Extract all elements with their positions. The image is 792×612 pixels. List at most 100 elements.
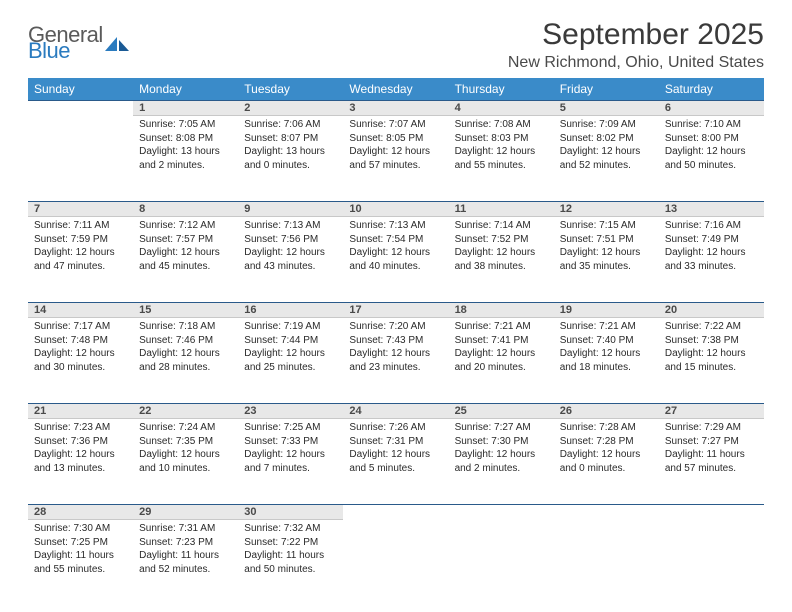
sunset-line: Sunset: 7:40 PM [560, 334, 653, 348]
day-number: 30 [238, 505, 343, 520]
weekday-header: Wednesday [343, 78, 448, 101]
day-number: 18 [449, 303, 554, 318]
day-number [343, 505, 448, 520]
daynum-row: 21222324252627 [28, 404, 764, 419]
sunrise-line: Sunrise: 7:25 AM [244, 421, 337, 435]
day-number [554, 505, 659, 520]
daylight-line: Daylight: 11 hours and 57 minutes. [665, 448, 758, 475]
sunset-line: Sunset: 8:02 PM [560, 132, 653, 146]
day-cell: Sunrise: 7:29 AMSunset: 7:27 PMDaylight:… [659, 419, 764, 505]
calendar-body: 123456Sunrise: 7:05 AMSunset: 8:08 PMDay… [28, 101, 764, 606]
daylight-line: Daylight: 13 hours and 0 minutes. [244, 145, 337, 172]
day-details: Sunrise: 7:05 AMSunset: 8:08 PMDaylight:… [133, 116, 238, 176]
sunset-line: Sunset: 8:05 PM [349, 132, 442, 146]
daylight-line: Daylight: 12 hours and 50 minutes. [665, 145, 758, 172]
daynum-row: 282930 [28, 505, 764, 520]
daylight-line: Daylight: 12 hours and 0 minutes. [560, 448, 653, 475]
day-cell: Sunrise: 7:30 AMSunset: 7:25 PMDaylight:… [28, 520, 133, 606]
day-cell: Sunrise: 7:08 AMSunset: 8:03 PMDaylight:… [449, 116, 554, 202]
sunrise-line: Sunrise: 7:22 AM [665, 320, 758, 334]
daylight-line: Daylight: 13 hours and 2 minutes. [139, 145, 232, 172]
day-number: 3 [343, 101, 448, 116]
day-number: 7 [28, 202, 133, 217]
day-details: Sunrise: 7:06 AMSunset: 8:07 PMDaylight:… [238, 116, 343, 176]
weekday-header: Thursday [449, 78, 554, 101]
sunrise-line: Sunrise: 7:14 AM [455, 219, 548, 233]
day-cell: Sunrise: 7:06 AMSunset: 8:07 PMDaylight:… [238, 116, 343, 202]
day-details: Sunrise: 7:19 AMSunset: 7:44 PMDaylight:… [238, 318, 343, 378]
daylight-line: Daylight: 12 hours and 40 minutes. [349, 246, 442, 273]
day-details: Sunrise: 7:13 AMSunset: 7:54 PMDaylight:… [343, 217, 448, 277]
weekday-header: Tuesday [238, 78, 343, 101]
day-cell [28, 116, 133, 202]
day-details: Sunrise: 7:23 AMSunset: 7:36 PMDaylight:… [28, 419, 133, 479]
day-details: Sunrise: 7:10 AMSunset: 8:00 PMDaylight:… [659, 116, 764, 176]
day-cell: Sunrise: 7:22 AMSunset: 7:38 PMDaylight:… [659, 318, 764, 404]
day-number: 27 [659, 404, 764, 419]
day-cell: Sunrise: 7:16 AMSunset: 7:49 PMDaylight:… [659, 217, 764, 303]
sunset-line: Sunset: 7:51 PM [560, 233, 653, 247]
sunrise-line: Sunrise: 7:23 AM [34, 421, 127, 435]
day-details: Sunrise: 7:18 AMSunset: 7:46 PMDaylight:… [133, 318, 238, 378]
sunrise-line: Sunrise: 7:16 AM [665, 219, 758, 233]
day-number: 21 [28, 404, 133, 419]
day-cell: Sunrise: 7:18 AMSunset: 7:46 PMDaylight:… [133, 318, 238, 404]
day-number: 23 [238, 404, 343, 419]
day-details: Sunrise: 7:12 AMSunset: 7:57 PMDaylight:… [133, 217, 238, 277]
daylight-line: Daylight: 12 hours and 55 minutes. [455, 145, 548, 172]
day-cell: Sunrise: 7:10 AMSunset: 8:00 PMDaylight:… [659, 116, 764, 202]
sunrise-line: Sunrise: 7:32 AM [244, 522, 337, 536]
day-details: Sunrise: 7:24 AMSunset: 7:35 PMDaylight:… [133, 419, 238, 479]
sunset-line: Sunset: 7:52 PM [455, 233, 548, 247]
daylight-line: Daylight: 12 hours and 43 minutes. [244, 246, 337, 273]
sunrise-line: Sunrise: 7:10 AM [665, 118, 758, 132]
day-number: 6 [659, 101, 764, 116]
day-number: 14 [28, 303, 133, 318]
day-details: Sunrise: 7:21 AMSunset: 7:41 PMDaylight:… [449, 318, 554, 378]
daylight-line: Daylight: 11 hours and 50 minutes. [244, 549, 337, 576]
sunrise-line: Sunrise: 7:05 AM [139, 118, 232, 132]
day-number [449, 505, 554, 520]
sunset-line: Sunset: 8:07 PM [244, 132, 337, 146]
daylight-line: Daylight: 12 hours and 25 minutes. [244, 347, 337, 374]
day-details: Sunrise: 7:09 AMSunset: 8:02 PMDaylight:… [554, 116, 659, 176]
weekday-header: Sunday [28, 78, 133, 101]
day-cell: Sunrise: 7:32 AMSunset: 7:22 PMDaylight:… [238, 520, 343, 606]
sunset-line: Sunset: 7:56 PM [244, 233, 337, 247]
daylight-line: Daylight: 12 hours and 52 minutes. [560, 145, 653, 172]
daylight-line: Daylight: 12 hours and 5 minutes. [349, 448, 442, 475]
sunrise-line: Sunrise: 7:31 AM [139, 522, 232, 536]
sunrise-line: Sunrise: 7:08 AM [455, 118, 548, 132]
daylight-line: Daylight: 12 hours and 20 minutes. [455, 347, 548, 374]
day-details: Sunrise: 7:30 AMSunset: 7:25 PMDaylight:… [28, 520, 133, 580]
day-cell: Sunrise: 7:13 AMSunset: 7:54 PMDaylight:… [343, 217, 448, 303]
sunset-line: Sunset: 8:03 PM [455, 132, 548, 146]
day-number: 17 [343, 303, 448, 318]
day-details: Sunrise: 7:26 AMSunset: 7:31 PMDaylight:… [343, 419, 448, 479]
day-details: Sunrise: 7:25 AMSunset: 7:33 PMDaylight:… [238, 419, 343, 479]
sunset-line: Sunset: 7:57 PM [139, 233, 232, 247]
day-number: 19 [554, 303, 659, 318]
day-cell: Sunrise: 7:26 AMSunset: 7:31 PMDaylight:… [343, 419, 448, 505]
day-details: Sunrise: 7:22 AMSunset: 7:38 PMDaylight:… [659, 318, 764, 378]
daylight-line: Daylight: 12 hours and 7 minutes. [244, 448, 337, 475]
sunrise-line: Sunrise: 7:09 AM [560, 118, 653, 132]
sunrise-line: Sunrise: 7:17 AM [34, 320, 127, 334]
sunset-line: Sunset: 7:31 PM [349, 435, 442, 449]
day-number: 2 [238, 101, 343, 116]
day-details: Sunrise: 7:07 AMSunset: 8:05 PMDaylight:… [343, 116, 448, 176]
title-block: September 2025 New Richmond, Ohio, Unite… [508, 18, 764, 72]
sunset-line: Sunset: 7:48 PM [34, 334, 127, 348]
day-details: Sunrise: 7:28 AMSunset: 7:28 PMDaylight:… [554, 419, 659, 479]
sunset-line: Sunset: 7:28 PM [560, 435, 653, 449]
week-row: Sunrise: 7:30 AMSunset: 7:25 PMDaylight:… [28, 520, 764, 606]
day-number: 13 [659, 202, 764, 217]
day-number: 16 [238, 303, 343, 318]
day-cell: Sunrise: 7:25 AMSunset: 7:33 PMDaylight:… [238, 419, 343, 505]
day-cell: Sunrise: 7:21 AMSunset: 7:41 PMDaylight:… [449, 318, 554, 404]
sunrise-line: Sunrise: 7:26 AM [349, 421, 442, 435]
day-number [659, 505, 764, 520]
day-details: Sunrise: 7:29 AMSunset: 7:27 PMDaylight:… [659, 419, 764, 479]
daylight-line: Daylight: 12 hours and 38 minutes. [455, 246, 548, 273]
day-cell [659, 520, 764, 606]
